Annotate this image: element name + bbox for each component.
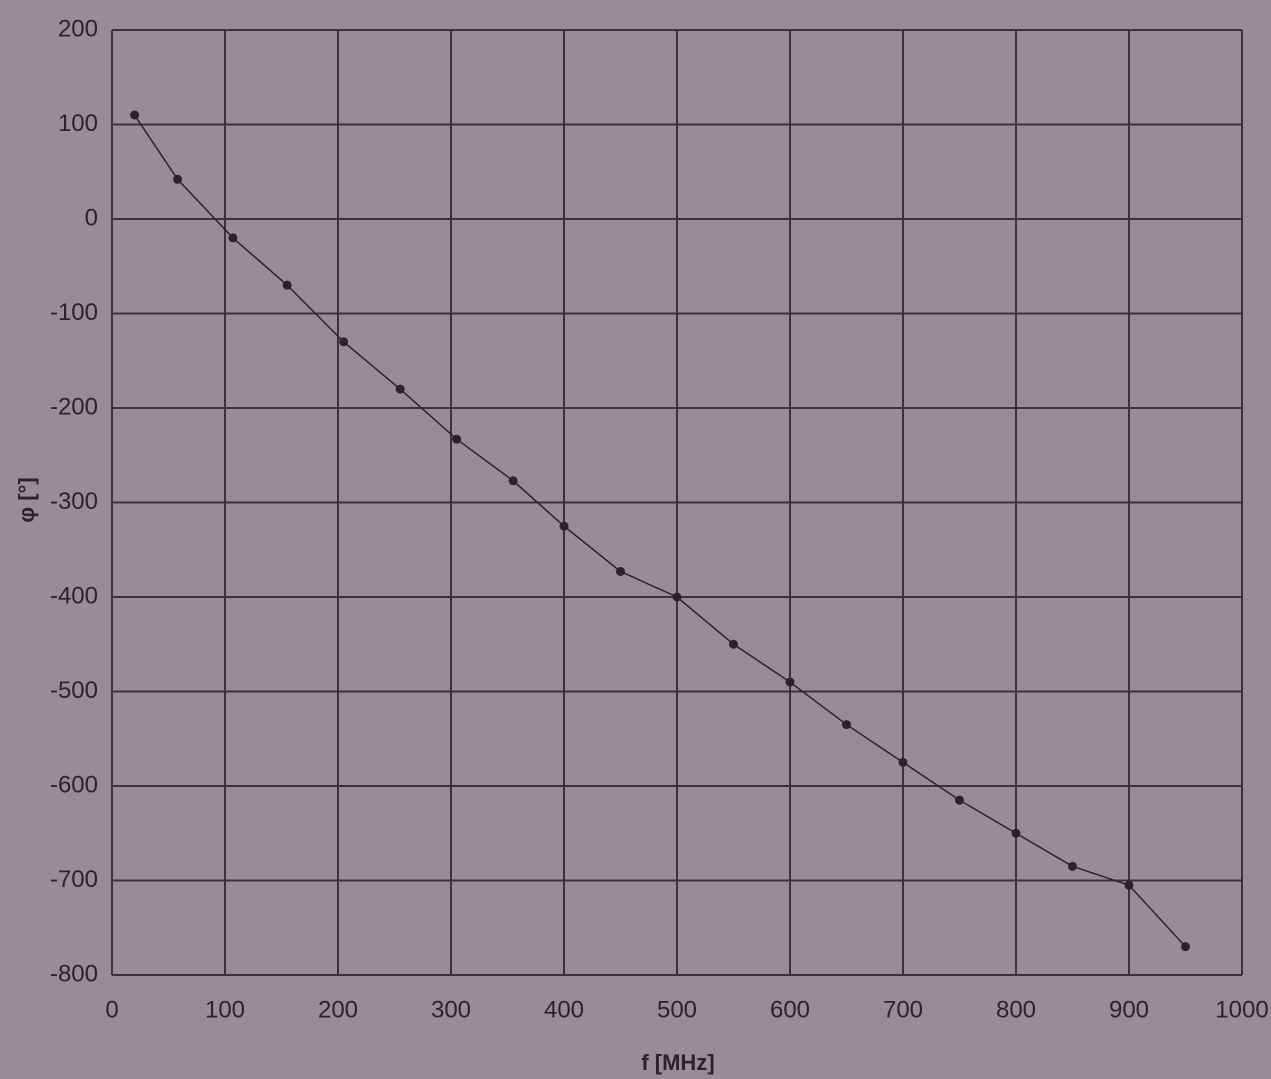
x-tick-label: 500: [657, 996, 697, 1023]
point: [560, 522, 569, 531]
point: [1068, 862, 1077, 871]
x-tick-label: 700: [883, 996, 923, 1023]
point: [452, 435, 461, 444]
point: [228, 233, 237, 242]
point: [673, 593, 682, 602]
point: [786, 678, 795, 687]
point: [1125, 881, 1134, 890]
x-tick-label: 0: [105, 996, 118, 1023]
y-tick-label: 0: [85, 204, 98, 231]
y-tick-label: -800: [50, 960, 98, 987]
point: [616, 567, 625, 576]
point: [955, 796, 964, 805]
point: [283, 281, 292, 290]
y-tick-label: -700: [50, 866, 98, 893]
point: [509, 476, 518, 485]
point: [396, 385, 405, 394]
point: [1181, 942, 1190, 951]
point: [173, 175, 182, 184]
point: [339, 337, 348, 346]
point: [1012, 829, 1021, 838]
background: [0, 0, 1271, 1079]
y-tick-label: 200: [58, 15, 98, 42]
point: [899, 758, 908, 767]
x-tick-label: 300: [431, 996, 471, 1023]
point: [842, 720, 851, 729]
page: {"chart_data": {"type": "scatter", "x_la…: [0, 0, 1271, 1079]
point: [130, 111, 139, 120]
x-axis-title: f [MHz]: [641, 1050, 714, 1075]
y-tick-label: -400: [50, 582, 98, 609]
x-tick-label: 900: [1109, 996, 1149, 1023]
y-tick-label: 100: [58, 110, 98, 137]
x-tick-label: 400: [544, 996, 584, 1023]
x-tick-label: 100: [205, 996, 245, 1023]
y-tick-label: -600: [50, 771, 98, 798]
y-tick-label: -500: [50, 677, 98, 704]
y-tick-label: -100: [50, 299, 98, 326]
chart: f [MHz] φ [°] -800 -700 -600 -500 -400 -300 -2…: [0, 0, 1271, 1079]
x-tick-label: 600: [770, 996, 810, 1023]
x-tick-label: 1000: [1215, 996, 1268, 1023]
y-axis-title: φ [°]: [14, 477, 39, 522]
x-tick-label: 200: [318, 996, 358, 1023]
point: [729, 640, 738, 649]
x-tick-label: 800: [996, 996, 1036, 1023]
y-tick-label: -300: [50, 488, 98, 515]
y-tick-label: -200: [50, 393, 98, 420]
